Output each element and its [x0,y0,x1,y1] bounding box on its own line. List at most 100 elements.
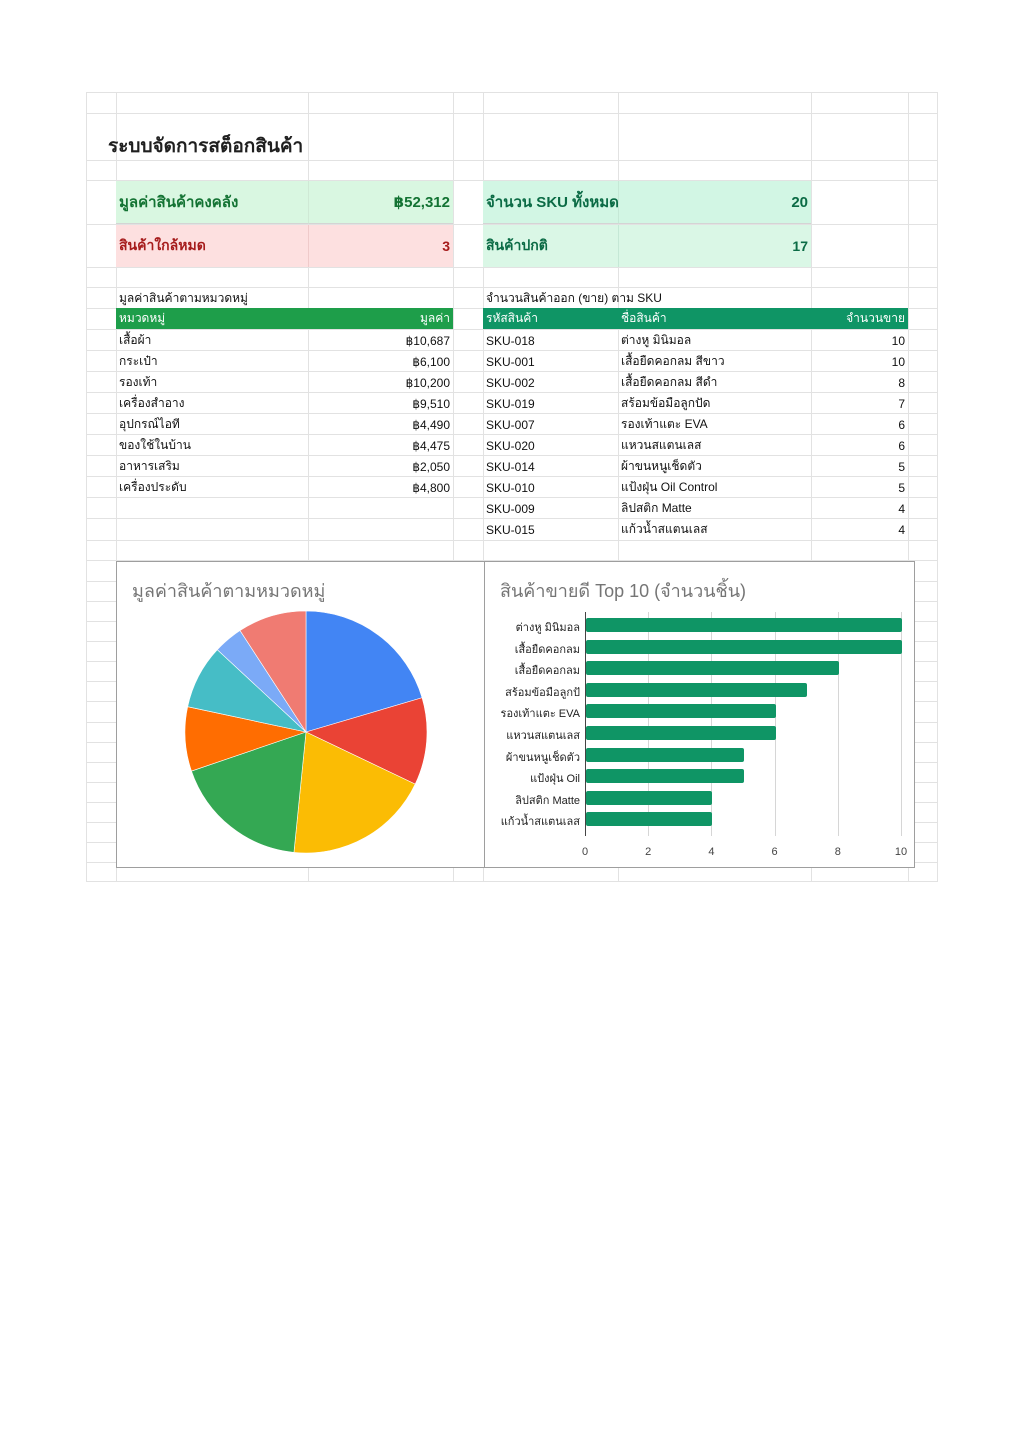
x-tick-label: 8 [834,846,841,858]
sales-row-name: แหวนสแตนเลส [621,438,702,452]
grid-line [585,612,586,836]
y-category-label: แก้วน้ำสแตนเลส [500,816,580,829]
y-category-label: ต่างหู มินิมอล [515,622,580,634]
bar[interactable] [586,661,839,676]
sales-row-sku: SKU-002 [486,375,535,390]
bar[interactable] [586,726,776,740]
grid-line [86,371,938,372]
sales-table-caption: จำนวนสินค้าออก (ขาย) ตาม SKU [486,290,662,305]
category-row-value: ฿9,510 [412,396,450,411]
grid-line [86,413,938,414]
sales-row-qty: 7 [898,396,905,411]
y-category-label: ผ้าขนหนูเช็ดตัว [505,751,580,764]
kpi-low-stock-label[interactable]: สินค้าใกล้หมด [116,225,308,267]
sales-row-name: แก้วน้ำสแตนเลส [621,522,708,536]
bar[interactable] [586,704,776,719]
sales-row-name: เสื้อยืดคอกลม สีขาว [621,354,725,368]
bar-chart-title: สินค้าขายดี Top 10 (จำนวนชิ้น) [500,581,747,601]
pie-chart[interactable]: มูลค่าสินค้าตามหมวดหมู่ [116,561,485,868]
category-row-value: ฿4,490 [412,417,450,432]
grid-line [86,497,938,498]
bar[interactable] [586,812,713,827]
kpi-total-sku-value[interactable]: 20 [618,181,811,224]
y-category-label: สร้อมข้อมือลูกปั [505,686,580,699]
grid-line [86,180,938,181]
grid-line [86,267,938,268]
grid-line [86,540,938,541]
sales-header-sku[interactable]: รหัสสินค้า [483,308,618,329]
y-category-label: ลิปสติก Matte [515,794,580,807]
grid-line [937,92,938,882]
kpi-inventory-value-label[interactable]: มูลค่าสินค้าคงคลัง [116,181,308,224]
category-header-name[interactable]: หมวดหมู่ [116,308,308,329]
kpi-normal-stock-value[interactable]: 17 [618,225,811,267]
bar[interactable] [586,682,808,697]
sales-row-qty: 5 [898,480,905,495]
sales-header-name[interactable]: ชื่อสินค้า [618,308,811,329]
pie-slice[interactable] [239,610,307,734]
pie-slice[interactable] [191,731,307,853]
sales-header-qty[interactable]: จำนวนขาย [811,308,908,329]
bar[interactable] [586,790,713,805]
sales-row-sku: SKU-010 [486,480,535,495]
sales-row-sku: SKU-014 [486,459,535,474]
sales-row-sku: SKU-020 [486,438,535,453]
category-row-value: ฿10,200 [405,375,450,390]
kpi-low-stock-value[interactable]: 3 [308,225,453,267]
grid-line [86,224,938,225]
bar[interactable] [586,769,744,784]
category-row-name: รองเท้า [119,375,158,389]
x-tick-label: 10 [894,846,908,858]
grid-line [483,92,484,882]
grid-line [618,92,619,882]
grid-line [86,329,938,330]
grid-line [453,92,454,882]
pie-slice[interactable] [293,731,416,854]
x-tick-label: 4 [708,846,715,858]
bar[interactable] [586,747,744,762]
pie-slice[interactable] [305,610,423,733]
sales-row-sku: SKU-007 [486,417,535,432]
y-category-label: รองเท้าแตะ EVA [500,708,580,721]
sales-row-name: ลิปสติก Matte [621,501,692,515]
sales-row-name: ต่างหู มินิมอล [621,333,692,347]
sales-row-sku: SKU-018 [486,333,535,348]
grid-line [86,518,938,519]
bar[interactable] [586,618,902,632]
sales-row-qty: 8 [898,375,905,390]
grid-line [86,287,938,288]
category-row-value: ฿10,687 [405,333,450,348]
category-header-value[interactable]: มูลค่า [308,308,453,329]
sales-row-sku: SKU-001 [486,354,535,369]
bar-chart[interactable]: สินค้าขายดี Top 10 (จำนวนชิ้น) 0 2 4 6 8 10 ต่… [484,561,915,868]
category-table-caption: มูลค่าสินค้าตามหมวดหมู่ [119,290,248,305]
y-category-label: เสื้อยืดคอกลม [514,665,580,678]
sales-row-sku: SKU-015 [486,522,535,537]
grid-line [86,160,938,161]
sales-row-qty: 6 [898,438,905,453]
y-category-label: แหวนสแตนเลส [506,730,580,742]
pie-slice[interactable] [305,697,428,785]
sales-row-qty: 10 [891,333,905,348]
kpi-inventory-value[interactable]: ฿52,312 [308,181,453,224]
sales-row-name: เสื้อยืดคอกลม สีดำ [621,375,718,389]
category-row-name: เครื่องสำอาง [119,396,185,410]
grid-line [86,881,938,882]
grid-line [116,92,117,882]
kpi-normal-stock-label[interactable]: สินค้าปกติ [483,225,618,267]
sales-row-sku: SKU-019 [486,396,535,411]
pie-chart-plot [184,610,428,854]
sales-row-name: สร้อมข้อมือลูกปัด [621,396,711,410]
grid-line [774,612,776,836]
grid-line [711,612,713,836]
bar-chart-plot: 0 2 4 6 8 10 ต่างหู มินิมอล เสื้อยืดคอกลม เสื้อย… [485,562,916,869]
pie-chart-title: มูลค่าสินค้าตามหมวดหมู่ [132,581,326,601]
category-row-name: อาหารเสริม [119,459,180,473]
grid-line [86,350,938,351]
sales-row-qty: 4 [898,501,905,516]
y-category-label: แป้งฝุ่น Oil [530,773,580,786]
category-row-value: ฿4,800 [412,480,450,495]
bar[interactable] [586,639,902,654]
kpi-total-sku-label[interactable]: จำนวน SKU ทั้งหมด [483,181,618,224]
category-row-name: ของใช้ในบ้าน [119,438,191,452]
